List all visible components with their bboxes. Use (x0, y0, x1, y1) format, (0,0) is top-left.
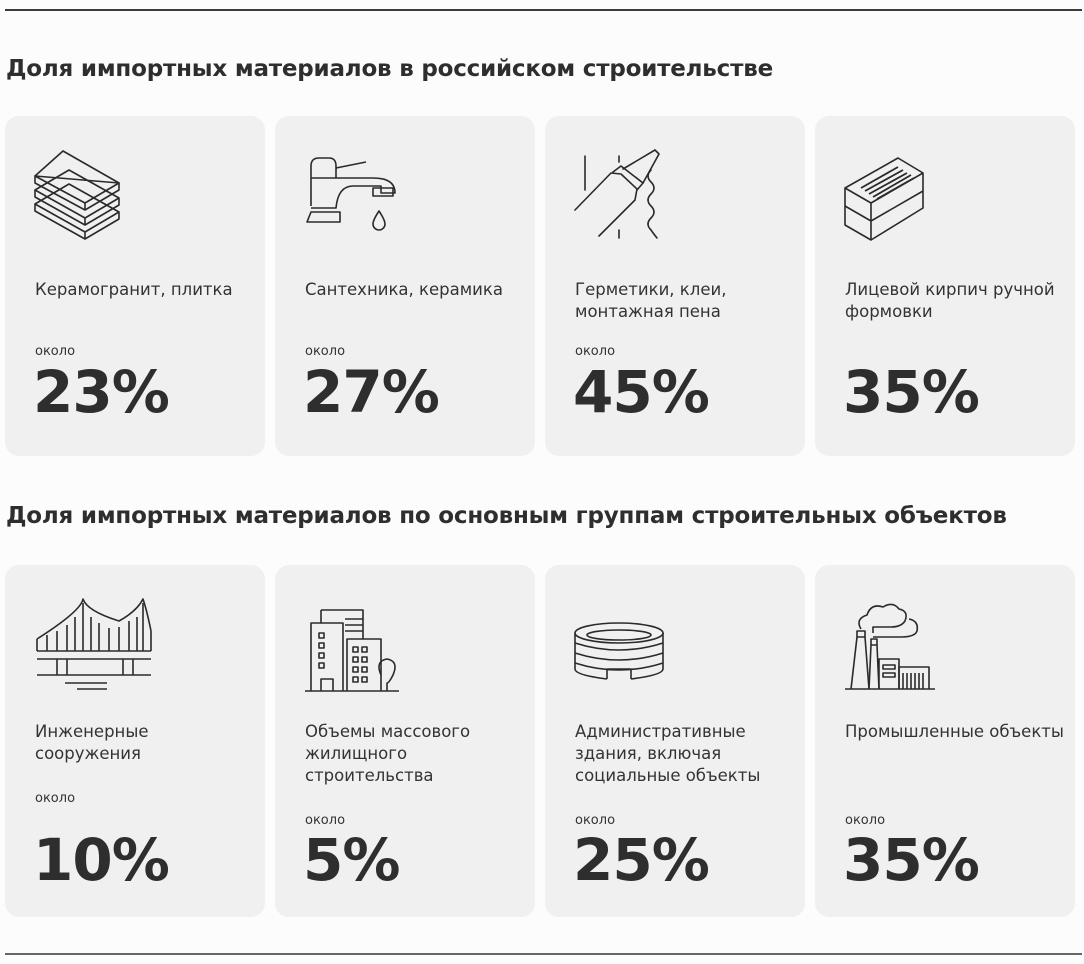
section-title-building-groups: Доля импортных материалов по основным гр… (6, 503, 1007, 529)
card-sealants-adhesives: Герметики, клеи, монтажная пена около 45… (545, 116, 805, 456)
card-industrial-facilities: Промышленные объекты около 35% (815, 565, 1075, 917)
card-administrative-buildings: Административные здания, включая социаль… (545, 565, 805, 917)
card-facing-brick: Лицевой кирпич ручной формовки 35% (815, 116, 1075, 456)
apartment-buildings-icon (303, 605, 423, 700)
percent-value: 27% (303, 358, 440, 426)
card-engineering-structures: Инженерные сооружения около 10% (5, 565, 265, 917)
brick-icon (843, 148, 963, 243)
building-groups-cards-row: Инженерные сооружения около 10% (5, 565, 1075, 917)
card-label: Объемы массового жилищного строительства (305, 722, 471, 785)
card-label: Герметики, клеи, монтажная пена (575, 280, 727, 321)
section-title-materials: Доля импортных материалов в российском с… (6, 56, 773, 82)
materials-cards-row: Керамогранит, плитка около 23% Сантехник… (5, 116, 1075, 456)
percent-value: 45% (573, 358, 710, 426)
percent-value: 5% (303, 826, 400, 894)
factory-icon (843, 599, 963, 694)
percent-value: 23% (33, 358, 170, 426)
approx-label: около (575, 344, 616, 359)
approx-label: около (35, 344, 76, 359)
approx-label: около (845, 813, 886, 828)
percent-value: 10% (33, 826, 170, 894)
round-building-icon (573, 621, 693, 716)
card-label: Административные здания, включая социаль… (575, 722, 761, 785)
percent-value: 25% (573, 826, 710, 894)
card-label: Промышленные объекты (845, 722, 1064, 741)
approx-label: около (305, 344, 346, 359)
approx-label: около (305, 813, 346, 828)
faucet-icon (303, 148, 423, 243)
card-porcelain-tiles: Керамогранит, плитка около 23% (5, 116, 265, 456)
approx-label: около (35, 791, 76, 806)
bridge-icon (33, 595, 153, 690)
card-label: Сантехника, керамика (305, 280, 503, 299)
card-sanitary-ware: Сантехника, керамика около 27% (275, 116, 535, 456)
percent-value: 35% (843, 826, 980, 894)
card-label: Керамогранит, плитка (35, 280, 233, 299)
bottom-divider (5, 953, 1082, 955)
card-mass-housing: Объемы массового жилищного строительства… (275, 565, 535, 917)
card-label: Лицевой кирпич ручной формовки (845, 280, 1055, 321)
sealant-gun-icon (573, 148, 693, 243)
top-divider (5, 9, 1082, 11)
tiles-icon (33, 148, 153, 243)
percent-value: 35% (843, 358, 980, 426)
approx-label: около (575, 813, 616, 828)
card-label: Инженерные сооружения (35, 722, 149, 763)
